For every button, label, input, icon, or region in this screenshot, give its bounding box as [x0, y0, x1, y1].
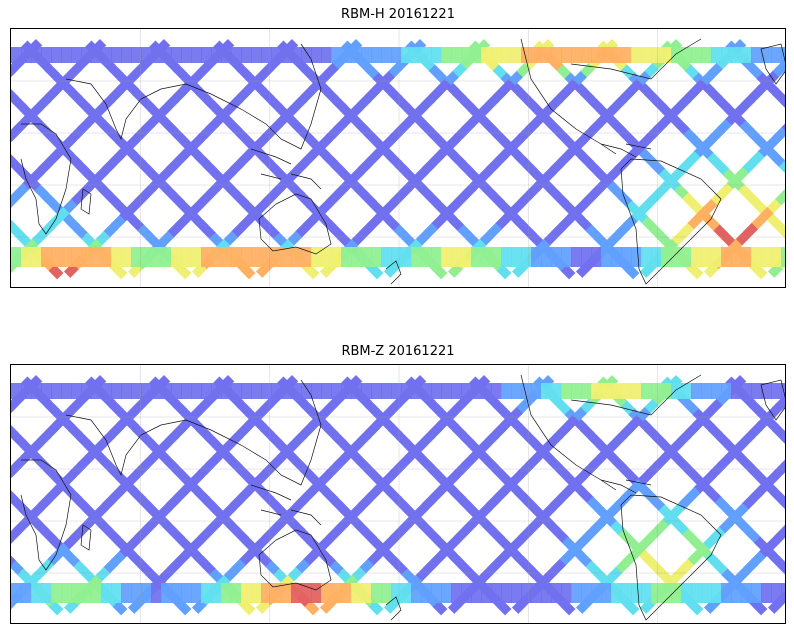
top-map-canvas: [11, 29, 785, 287]
graticule: [11, 365, 785, 623]
satellite-swaths: [11, 39, 785, 280]
bottom-map-canvas: [11, 365, 785, 623]
top-map-title: RBM-H 20161221: [341, 7, 455, 22]
bottom-map: [10, 364, 786, 624]
coastlines: [20, 38, 785, 285]
top-map: [10, 28, 786, 288]
graticule: [11, 29, 785, 287]
bottom-map-title: RBM-Z 20161221: [341, 344, 455, 359]
satellite-swaths: [11, 375, 785, 616]
coastlines: [20, 374, 785, 621]
